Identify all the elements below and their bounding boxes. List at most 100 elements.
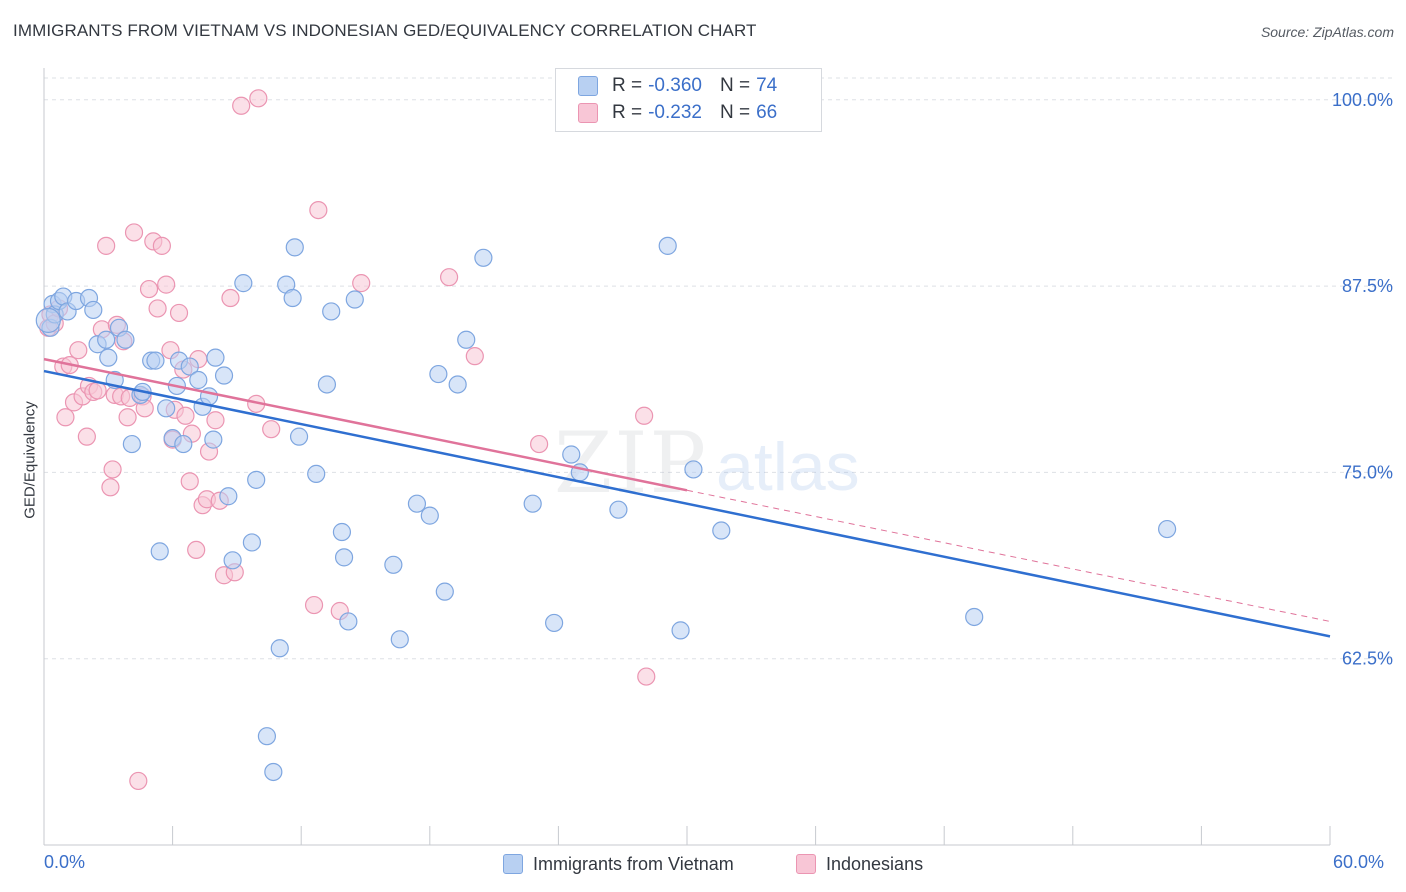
vietnam-point xyxy=(283,288,302,308)
indonesians-point xyxy=(103,460,122,479)
vietnam-point xyxy=(285,238,304,257)
vietnam-point xyxy=(332,522,352,542)
vietnam-point xyxy=(658,236,677,255)
vietnam-point xyxy=(671,621,690,640)
trend-line-vietnam xyxy=(43,369,1331,638)
vietnam-point xyxy=(206,348,225,367)
vietnam-point xyxy=(390,630,409,649)
bottom-legend-swatch-indonesians xyxy=(796,854,816,874)
vietnam-point xyxy=(384,555,403,574)
indonesians-point xyxy=(439,268,459,287)
indonesians-point xyxy=(221,288,240,308)
indonesians-point xyxy=(129,771,148,791)
vietnam-point xyxy=(97,330,116,349)
vietnam-point xyxy=(609,500,628,519)
legend-r-value: -0.232 xyxy=(648,102,702,123)
indonesians-point xyxy=(56,408,75,427)
vietnam-point xyxy=(523,494,542,513)
indonesians-point xyxy=(157,275,176,294)
vietnam-point xyxy=(270,639,289,658)
watermark-zip: ZIP xyxy=(554,414,708,512)
vietnam-point xyxy=(545,613,564,633)
indonesians-point xyxy=(176,406,195,425)
vietnam-point xyxy=(307,464,326,483)
vietnam-point xyxy=(562,445,581,464)
legend-n-value: 74 xyxy=(756,75,778,96)
legend-n-value: 66 xyxy=(756,102,778,123)
indonesians-point xyxy=(77,427,96,446)
vietnam-point xyxy=(965,607,984,627)
legend-r-value: -0.360 xyxy=(648,75,702,96)
vietnam-point xyxy=(334,548,354,567)
legend-swatch-indonesians xyxy=(578,103,598,123)
grid-lines xyxy=(44,77,1395,660)
trend-line-indonesians xyxy=(43,357,688,492)
indonesians-point xyxy=(304,595,324,615)
legend-r-label: R = xyxy=(612,75,643,96)
indonesians-point xyxy=(232,96,251,115)
indonesians-point xyxy=(97,236,116,255)
vietnam-point xyxy=(116,330,135,349)
vietnam-point xyxy=(435,582,454,601)
vietnam-point xyxy=(242,533,262,552)
indonesians-point xyxy=(180,472,199,491)
legend-swatch-vietnam xyxy=(578,76,598,96)
indonesians-point xyxy=(352,274,371,293)
bottom-legend-label-indonesians: Indonesians xyxy=(826,853,924,874)
vietnam-point xyxy=(457,330,476,349)
chart-title: IMMIGRANTS FROM VIETNAM VS INDONESIAN GE… xyxy=(13,21,757,40)
vietnam-point xyxy=(339,612,358,631)
watermark: ZIP atlas xyxy=(554,414,860,512)
vietnam-point xyxy=(174,434,193,454)
indonesians-point xyxy=(635,406,654,425)
vietnam-point xyxy=(234,274,253,293)
vietnam-point xyxy=(289,427,309,446)
vietnam-point xyxy=(1158,519,1177,539)
vietnam-point xyxy=(684,460,703,479)
indonesians-point xyxy=(530,434,549,454)
y-tick-label: 87.5% xyxy=(1342,276,1393,296)
y-tick-label: 75.0% xyxy=(1342,462,1393,482)
x-tick-label-max: 60.0% xyxy=(1333,852,1385,872)
vietnam-point xyxy=(474,248,493,267)
watermark-atlas: atlas xyxy=(716,429,860,505)
vietnam-point xyxy=(84,300,103,320)
vietnam-point xyxy=(712,521,731,540)
bottom-legend-indonesians: Indonesians xyxy=(796,852,923,876)
vietnam-point xyxy=(429,364,448,384)
legend-n-label: N = xyxy=(719,102,751,123)
vietnam-point xyxy=(146,351,165,370)
indonesians-point xyxy=(101,478,120,497)
indonesians-point xyxy=(152,236,171,255)
y-tick-labels: 62.5% 75.0% 87.5% 100.0% xyxy=(1332,90,1393,669)
indonesians-point xyxy=(139,279,159,299)
indonesians-point xyxy=(465,347,484,366)
indonesians-point xyxy=(148,299,167,318)
vietnam-point xyxy=(264,762,283,782)
indonesians-point xyxy=(206,411,225,430)
vietnam-point xyxy=(35,307,61,333)
indonesians-point xyxy=(249,89,268,108)
vietnam-point xyxy=(317,375,337,394)
legend-row-vietnam: R = -0.360 N = 74 xyxy=(578,74,777,98)
vietnam-point xyxy=(247,470,266,489)
vietnam-point xyxy=(322,302,341,321)
indonesians-point xyxy=(637,667,656,686)
bottom-legend-swatch-vietnam xyxy=(503,854,523,874)
bottom-legend-label-vietnam: Immigrants from Vietnam xyxy=(533,853,734,874)
vietnam-point xyxy=(204,430,223,449)
vietnam-point xyxy=(180,357,199,376)
legend-row-indonesians: R = -0.232 N = 66 xyxy=(578,101,777,125)
indonesians-point xyxy=(118,408,137,427)
indonesians-point xyxy=(187,540,206,560)
vietnam-point xyxy=(257,727,277,746)
indonesians-point xyxy=(124,223,144,242)
indonesians-point xyxy=(169,303,189,323)
vietnam-point xyxy=(420,506,439,525)
axes xyxy=(43,68,1331,846)
vietnam-point xyxy=(157,399,176,418)
legend-n-label: N = xyxy=(719,75,751,96)
bottom-legend-vietnam: Immigrants from Vietnam xyxy=(503,852,734,876)
y-tick-label: 100.0% xyxy=(1332,90,1393,110)
